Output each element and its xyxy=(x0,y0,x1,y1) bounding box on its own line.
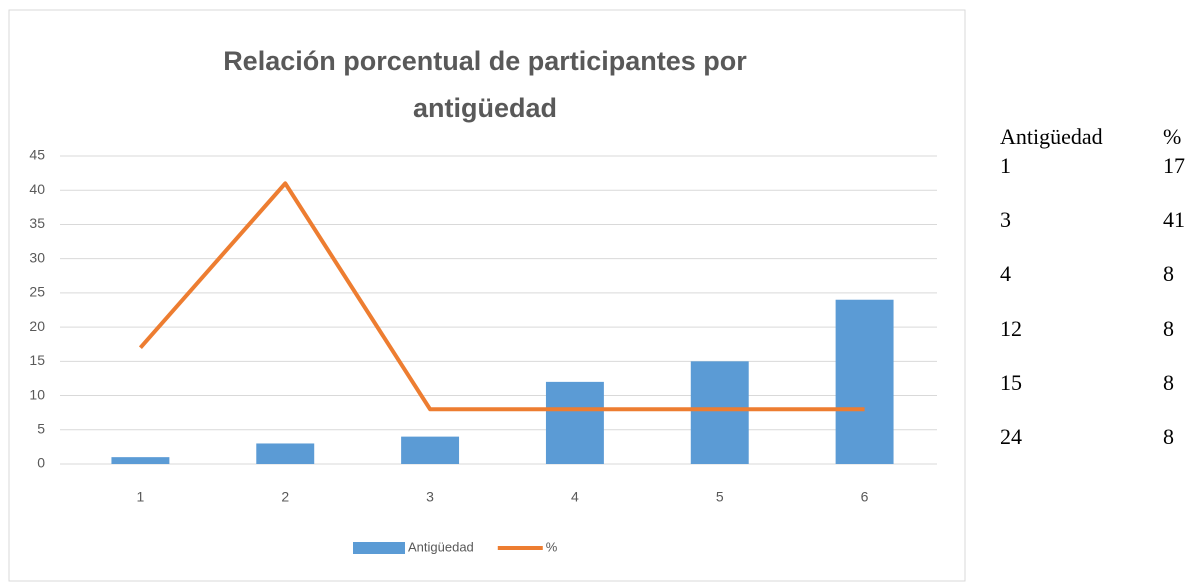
bar xyxy=(545,381,604,464)
table-cell: 17 xyxy=(1163,153,1185,178)
y-tick-label: 0 xyxy=(37,455,45,471)
table-cell: 8 xyxy=(1163,424,1174,449)
y-tick-label: 30 xyxy=(29,249,45,265)
table-cell: 1 xyxy=(1000,153,1011,178)
y-tick-label: 20 xyxy=(29,318,45,334)
bar xyxy=(690,361,749,464)
table-cell: 8 xyxy=(1163,261,1174,286)
y-tick-label: 5 xyxy=(37,420,45,436)
table-cell: 4 xyxy=(1000,261,1011,286)
table-cell: 24 xyxy=(1000,424,1022,449)
table-cell: 15 xyxy=(1000,370,1022,395)
bar xyxy=(111,457,170,464)
legend-label: Antigüedad xyxy=(408,539,474,554)
y-tick-label: 25 xyxy=(29,284,45,300)
bar xyxy=(256,443,315,464)
y-tick-label: 15 xyxy=(29,352,45,368)
y-tick-label: 45 xyxy=(29,147,45,163)
x-tick-label: 2 xyxy=(281,489,289,505)
table-cell: 8 xyxy=(1163,316,1174,341)
x-tick-label: 4 xyxy=(571,489,579,505)
chart-border xyxy=(8,9,966,582)
bar xyxy=(835,299,894,464)
y-tick-label: 40 xyxy=(29,181,45,197)
line xyxy=(138,181,865,412)
x-tick-label: 6 xyxy=(861,489,869,505)
legend-label: % xyxy=(546,539,558,554)
x-tick-label: 1 xyxy=(137,489,145,505)
legend-swatch xyxy=(353,542,405,554)
table-header: Antigüedad xyxy=(1000,124,1103,149)
chart-title: Relación porcentual de participantes por… xyxy=(223,46,747,123)
y-tick-label: 35 xyxy=(29,215,45,231)
bar xyxy=(401,436,460,464)
y-tick-label: 10 xyxy=(29,386,45,402)
table-header: % xyxy=(1163,124,1182,149)
table-cell: 8 xyxy=(1163,370,1174,395)
table-cell: 41 xyxy=(1163,207,1185,232)
x-tick-label: 3 xyxy=(426,489,434,505)
table-cell: 12 xyxy=(1000,316,1022,341)
table-cell: 3 xyxy=(1000,207,1011,232)
x-tick-label: 5 xyxy=(716,489,724,505)
